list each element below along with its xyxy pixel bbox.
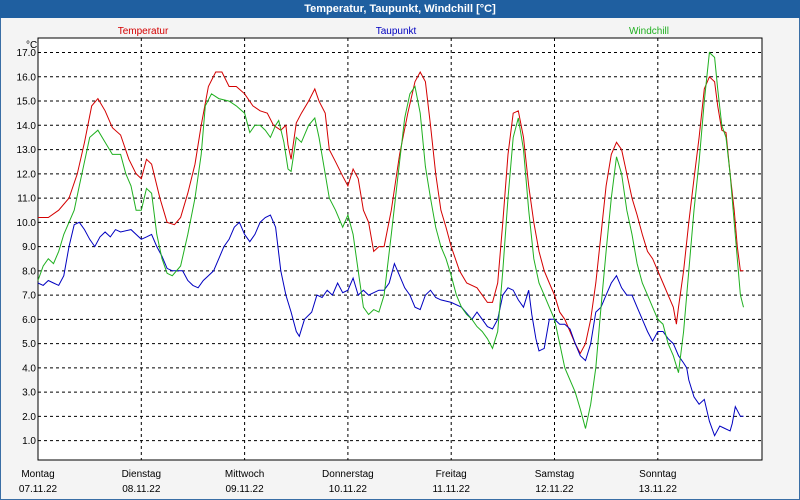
y-tick-label: 8.0 xyxy=(22,266,36,277)
y-tick-label: 16.0 xyxy=(17,72,37,83)
x-tick-day: Mittwoch xyxy=(225,469,264,480)
y-tick-label: 13.0 xyxy=(17,145,37,156)
x-tick-day: Freitag xyxy=(436,469,467,480)
chart-title: Temperatur, Taupunkt, Windchill [°C] xyxy=(0,0,800,18)
legend-temperatur: Temperatur xyxy=(118,26,169,37)
legend-taupunkt: Taupunkt xyxy=(376,26,417,37)
x-tick-date: 08.11.22 xyxy=(122,484,161,495)
y-tick-label: 11.0 xyxy=(17,194,36,205)
x-tick-day: Montag xyxy=(21,469,54,480)
series-line-taupunkt xyxy=(37,214,744,437)
series-line-temperatur xyxy=(38,70,744,355)
x-tick-date: 13.11.22 xyxy=(639,484,678,495)
x-tick-day: Sonntag xyxy=(639,469,676,480)
y-tick-label: 15.0 xyxy=(17,97,37,108)
y-tick-label: 12.0 xyxy=(17,169,37,180)
y-tick-labels: 1.0 2.0 3.0 4.0 5.0 6.0 7.0 8.0 9.0 10.0 11.0 12.0 1… xyxy=(17,48,37,447)
x-tick-labels: Montag 07.11.22 Dienstag 08.11.22 Mittwoch 09… xyxy=(19,469,677,495)
y-tick-label: 6.0 xyxy=(22,315,36,326)
legend-windchill: Windchill xyxy=(629,26,669,37)
x-tick-day: Samstag xyxy=(535,469,574,480)
y-tick-label: 3.0 xyxy=(22,388,36,399)
y-tick-label: 14.0 xyxy=(17,121,37,132)
x-tick-date: 09.11.22 xyxy=(226,484,265,495)
grid-lines xyxy=(38,38,762,460)
x-tick-day: Donnerstag xyxy=(322,469,374,480)
plot-area xyxy=(37,37,763,461)
series-lines xyxy=(37,51,744,437)
x-tick-date: 12.11.22 xyxy=(535,484,574,495)
y-tick-label: 1.0 xyxy=(22,436,36,447)
y-tick-label: 9.0 xyxy=(22,242,36,253)
y-tick-label: 4.0 xyxy=(22,363,36,374)
y-tick-label: 5.0 xyxy=(22,339,36,350)
x-tick-day: Dienstag xyxy=(122,469,161,480)
x-tick-date: 07.11.22 xyxy=(19,484,58,495)
y-tick-label: 17.0 xyxy=(17,48,37,59)
x-tick-date: 11.11.22 xyxy=(432,484,470,495)
y-tick-label: 2.0 xyxy=(22,412,36,423)
y-tick-label: 7.0 xyxy=(22,291,36,302)
y-axis-label: °C xyxy=(26,40,37,51)
series-line-windchill xyxy=(37,51,744,429)
y-tick-label: 10.0 xyxy=(17,218,37,229)
x-tick-date: 10.11.22 xyxy=(329,484,368,495)
